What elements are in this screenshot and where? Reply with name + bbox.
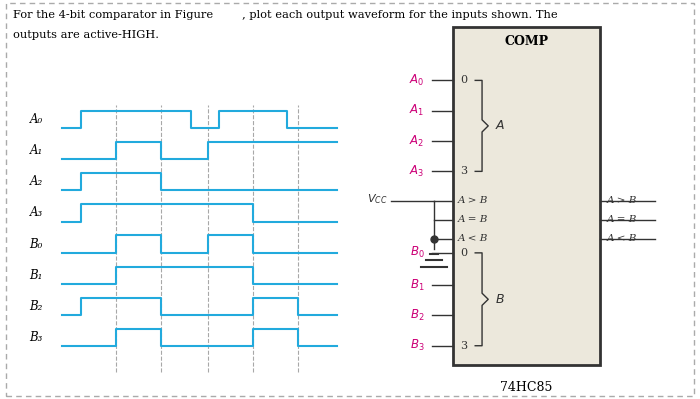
Text: $A$: $A$ bbox=[495, 119, 505, 132]
Text: $V_{CC}$: $V_{CC}$ bbox=[367, 192, 387, 206]
Text: B₁: B₁ bbox=[29, 269, 43, 282]
Text: $B_3$: $B_3$ bbox=[410, 338, 424, 353]
Text: 0: 0 bbox=[461, 75, 468, 85]
Text: A > B: A > B bbox=[607, 196, 637, 205]
Text: 0: 0 bbox=[461, 248, 468, 258]
Text: A = B: A = B bbox=[458, 215, 489, 224]
Text: B₀: B₀ bbox=[29, 237, 43, 251]
Text: $A_0$: $A_0$ bbox=[410, 73, 424, 88]
Text: B₃: B₃ bbox=[29, 331, 43, 344]
Text: 74HC85: 74HC85 bbox=[500, 381, 553, 394]
Text: $B$: $B$ bbox=[495, 293, 505, 306]
Text: COMP: COMP bbox=[505, 35, 549, 48]
Text: $A_3$: $A_3$ bbox=[410, 164, 424, 179]
Text: 3: 3 bbox=[461, 341, 468, 351]
Text: $A_1$: $A_1$ bbox=[410, 103, 424, 118]
Text: A₂: A₂ bbox=[30, 175, 43, 188]
Text: A₃: A₃ bbox=[30, 206, 43, 219]
Text: A > B: A > B bbox=[458, 196, 489, 205]
Text: A = B: A = B bbox=[607, 215, 637, 224]
Text: $A_2$: $A_2$ bbox=[410, 134, 424, 148]
Text: For the 4-bit comparator in Figure        , plot each output waveform for the in: For the 4-bit comparator in Figure , plo… bbox=[13, 10, 557, 20]
Text: outputs are active-HIGH.: outputs are active-HIGH. bbox=[13, 30, 159, 40]
Text: $B_1$: $B_1$ bbox=[410, 278, 424, 292]
Text: $B_2$: $B_2$ bbox=[410, 308, 424, 323]
FancyBboxPatch shape bbox=[453, 28, 601, 365]
Text: $B_0$: $B_0$ bbox=[410, 245, 424, 261]
Text: A < B: A < B bbox=[458, 234, 489, 243]
Text: B₂: B₂ bbox=[29, 300, 43, 313]
Text: 3: 3 bbox=[461, 166, 468, 176]
Text: A₁: A₁ bbox=[30, 144, 43, 157]
Text: A < B: A < B bbox=[607, 234, 637, 243]
Text: A₀: A₀ bbox=[30, 113, 43, 126]
